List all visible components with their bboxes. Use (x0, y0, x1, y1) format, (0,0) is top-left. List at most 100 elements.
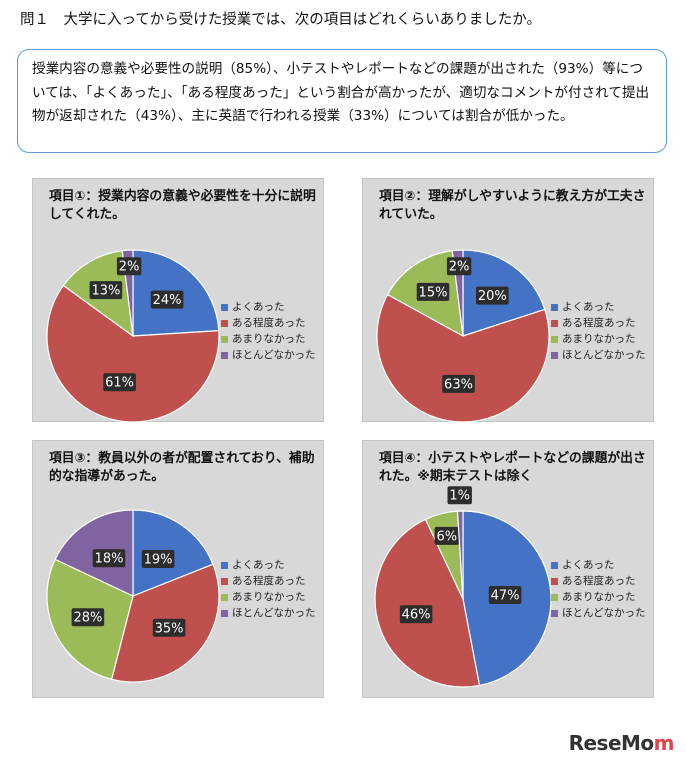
legend-swatch (221, 561, 228, 569)
data-label: 46% (402, 608, 431, 623)
legend-label: あまりなかった (562, 591, 636, 603)
data-label: 35% (155, 621, 184, 636)
legend-item: ほとんどなかった (551, 605, 645, 621)
legend-item: よくあった (551, 557, 645, 573)
pie-chart-3: 19% 35% 28% 18% (46, 509, 220, 683)
legend-swatch (551, 561, 558, 569)
legend-label: ほとんどなかった (562, 349, 646, 361)
legend-label: あまりなかった (232, 591, 306, 603)
pie-slice (374, 518, 481, 688)
data-label: 20% (478, 289, 507, 304)
legend-item: ある程度あった (221, 315, 315, 331)
legend-item: ほとんどなかった (221, 605, 315, 621)
data-label-box (150, 290, 184, 309)
pie-slice (456, 510, 464, 600)
data-label: 24% (153, 293, 182, 308)
data-label: 18% (95, 552, 124, 567)
legend-item: あまりなかった (551, 589, 645, 605)
data-label-box (103, 373, 136, 392)
pie-chart-4: 47% 46% 6% 1% (374, 486, 552, 688)
legend-swatch (221, 609, 228, 617)
data-label-box (442, 374, 475, 393)
data-label: 13% (91, 284, 120, 299)
chart-panel-1: 24% 61% 13% 2% 項目①：授業内容の意義や必要性を十分に説明してくれた。 … (32, 178, 324, 423)
chart-panel-4: 47% 46% 6% 1% 項目④：小テストやレポートなどの課題が出された。※期末テス… (362, 440, 654, 698)
legend-item: ある程度あった (221, 573, 315, 589)
legend-label: よくあった (232, 301, 285, 313)
data-label-box (446, 257, 472, 276)
legend-label: ある程度あった (562, 575, 636, 587)
legend-swatch (551, 319, 558, 327)
data-label: 6% (436, 529, 457, 544)
data-label-box (116, 257, 142, 276)
pie-slice (376, 293, 550, 423)
legend-label: ほとんどなかった (232, 349, 316, 361)
pie-slice (46, 284, 220, 423)
chart-title-1: 項目①：授業内容の意義や必要性を十分に説明してくれた。 (49, 189, 316, 222)
legend-label: あまりなかった (232, 333, 306, 345)
data-label: 28% (73, 611, 102, 626)
data-label-box (447, 486, 472, 505)
legend-item: ほとんどなかった (551, 347, 645, 363)
legend-label: ある程度あった (562, 317, 636, 329)
data-label: 2% (119, 260, 140, 275)
legend-item: よくあった (551, 299, 645, 315)
legend-item: あまりなかった (221, 331, 315, 347)
summary-text: 授業内容の意義や必要性の説明（85%）、小テストやレポートなどの課題が出された（… (32, 61, 650, 124)
data-label: 1% (449, 489, 470, 504)
legend-swatch (551, 351, 558, 359)
data-label-box (399, 605, 433, 624)
legend-2: よくあった ある程度あった あまりなかった ほとんどなかった (551, 299, 645, 363)
data-label-box (416, 282, 450, 301)
data-label: 2% (449, 260, 470, 275)
legend-swatch (221, 593, 228, 601)
data-label-box (434, 526, 459, 545)
data-label: 47% (491, 589, 520, 604)
legend-swatch (221, 577, 228, 585)
legend-item: ある程度あった (551, 573, 645, 589)
question-title: 問１ 大学に入ってから受けた授業では、次の項目はどれくらいありましたか。 (20, 12, 541, 28)
legend-label: ある程度あった (232, 317, 306, 329)
legend-label: よくあった (562, 301, 615, 313)
data-label: 61% (105, 376, 134, 391)
legend-4: よくあった ある程度あった あまりなかった ほとんどなかった (551, 557, 645, 621)
resemom-logo: ReseMom (568, 731, 675, 755)
data-label-box (92, 549, 126, 568)
legend-swatch (551, 335, 558, 343)
data-label: 15% (419, 285, 448, 300)
legend-swatch (551, 303, 558, 311)
chart-title-4: 項目④：小テストやレポートなどの課題が出された。※期末テストは除く (379, 451, 646, 484)
data-label: 63% (444, 377, 473, 392)
data-label-box (141, 550, 175, 568)
legend-label: あまりなかった (562, 333, 636, 345)
legend-3: よくあった ある程度あった あまりなかった ほとんどなかった (221, 557, 315, 621)
logo-text: ReseMo (568, 731, 655, 755)
pie-chart-1: 24% 61% 13% 2% (46, 249, 220, 423)
legend-swatch (221, 351, 228, 359)
pie-chart-2: 20% 63% 15%2% (376, 249, 550, 423)
legend-label: よくあった (232, 559, 285, 571)
legend-label: ほとんどなかった (562, 607, 646, 619)
legend-swatch (221, 319, 228, 327)
legend-swatch (551, 609, 558, 617)
legend-item: あまりなかった (551, 331, 645, 347)
chart-title-2: 項目②：理解がしやすいように教え方が工夫されていた。 (379, 189, 646, 222)
legend-1: よくあった ある程度あった あまりなかった ほとんどなかった (221, 299, 315, 363)
logo-accent: m (653, 731, 675, 755)
legend-swatch (551, 577, 558, 585)
chart-title-3: 項目③：教員以外の者が配置されており、補助的な指導があった。 (49, 451, 315, 484)
legend-label: ほとんどなかった (232, 607, 316, 619)
data-label-box (71, 608, 105, 627)
legend-swatch (551, 593, 558, 601)
legend-item: あまりなかった (221, 589, 315, 605)
chart-panel-3: 19% 35% 28% 18% 項目③：教員以外の者が配置されており、補助的な指導があ… (32, 440, 324, 698)
legend-item: よくあった (221, 557, 315, 573)
chart-panel-2: 20% 63% 15% 2% 項目②：理解がしやすいように教え方が工夫されていた。 よ… (362, 178, 654, 423)
legend-item: ある程度あった (551, 315, 645, 331)
legend-label: よくあった (562, 559, 615, 571)
legend-item: よくあった (221, 299, 315, 315)
legend-swatch (221, 335, 228, 343)
legend-item: ほとんどなかった (221, 347, 315, 363)
data-label: 19% (144, 553, 173, 568)
data-label-box (476, 286, 509, 305)
